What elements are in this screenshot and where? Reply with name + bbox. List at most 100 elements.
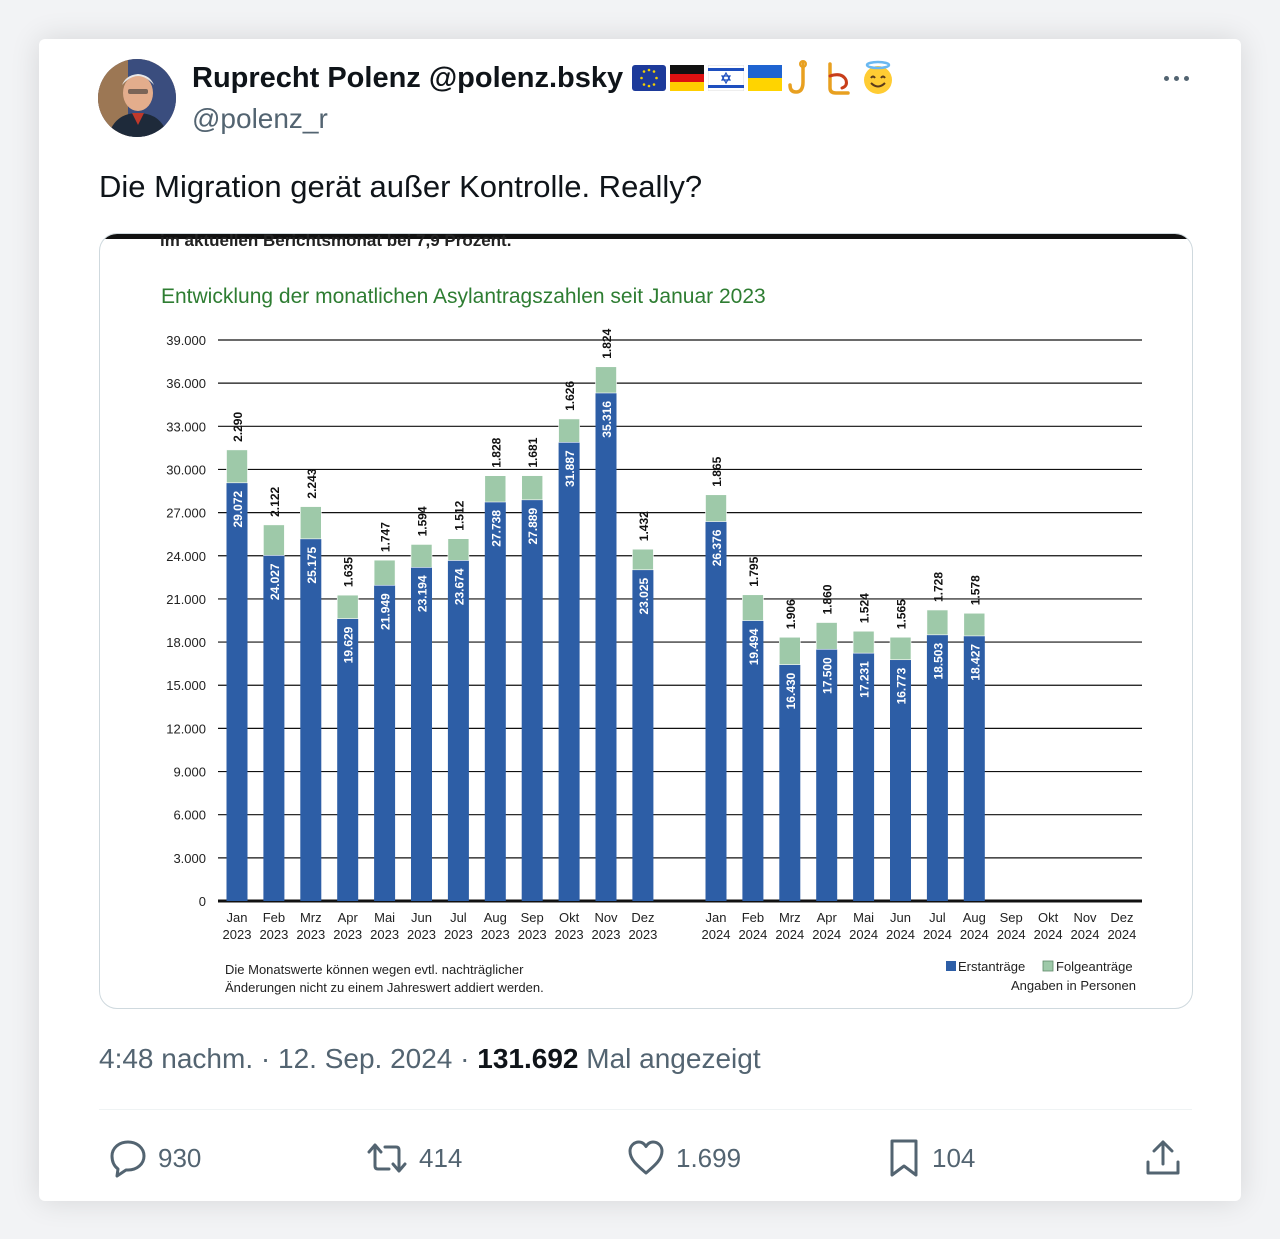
tweet-media-chart[interactable]: im aktuellen Berichtsmonat bei 7,9 Proze… <box>99 233 1193 1009</box>
tweet-text: Die Migration gerät außer Kontrolle. Rea… <box>99 169 703 204</box>
y-tick-label: 39.000 <box>166 333 206 348</box>
x-tick-label-month: Apr <box>338 910 359 925</box>
israel-flag-icon <box>707 64 745 96</box>
data-label-erstantraege: 25.175 <box>305 547 319 584</box>
hook-icon <box>786 59 816 101</box>
x-tick-label-month: Feb <box>742 910 764 925</box>
tweet-time[interactable]: 4:48 nachm. <box>99 1043 254 1074</box>
share-icon <box>1146 1140 1180 1175</box>
tweet-meta: 4:48 nachm. · 12. Sep. 2024 · 131.692 Ma… <box>99 1043 761 1075</box>
data-label-folgeantraege: 1.728 <box>931 572 945 602</box>
y-tick-label: 21.000 <box>166 592 206 607</box>
legend-swatch-erstantraege <box>946 961 956 971</box>
x-tick-label-year: 2024 <box>702 927 731 942</box>
x-tick-label-year: 2024 <box>1071 927 1100 942</box>
author-emoji-row <box>632 59 896 101</box>
data-label-erstantraege: 19.629 <box>342 626 356 663</box>
x-tick-label-year: 2024 <box>1034 927 1063 942</box>
author-handle[interactable]: @polenz_r <box>192 103 328 134</box>
tweet-date[interactable]: 12. Sep. 2024 <box>278 1043 453 1074</box>
repost-button[interactable]: 414 <box>365 1136 462 1180</box>
bar-erstantraege <box>411 567 432 901</box>
view-count: 131.692 <box>477 1043 579 1074</box>
view-count-suffix: Mal angezeigt <box>586 1043 761 1074</box>
smiling-halo-face-icon <box>860 60 896 101</box>
x-tick-label-year: 2024 <box>960 927 989 942</box>
bar-erstantraege <box>521 499 543 901</box>
x-tick-label-year: 2024 <box>775 927 804 942</box>
bar-folgeantraege <box>632 548 654 571</box>
data-label-erstantraege: 35.316 <box>600 401 614 438</box>
x-tick-label-month: Aug <box>963 910 986 925</box>
y-tick-label: 24.000 <box>166 549 206 564</box>
data-label-erstantraege: 29.072 <box>231 490 245 527</box>
share-button[interactable] <box>1143 1136 1183 1180</box>
eu-flag-icon <box>632 64 666 96</box>
data-label-folgeantraege: 1.626 <box>563 381 577 411</box>
bar-erstantraege <box>226 482 248 901</box>
divider <box>99 1109 1192 1110</box>
germany-flag-icon <box>670 64 704 96</box>
x-tick-label-month: Mai <box>853 910 874 925</box>
chart-footnote-line1: Die Monatswerte können wegen evtl. nacht… <box>225 962 524 977</box>
more-options-button[interactable] <box>1156 66 1196 90</box>
x-tick-label-month: Mai <box>374 910 395 925</box>
bar-erstantraege <box>263 555 285 901</box>
y-tick-label: 0 <box>199 894 206 909</box>
x-tick-label-month: Apr <box>817 910 838 925</box>
data-label-folgeantraege: 1.747 <box>379 522 393 552</box>
bar-erstantraege <box>963 635 985 901</box>
x-tick-label-month: Jan <box>227 910 248 925</box>
y-tick-label: 33.000 <box>166 419 206 434</box>
data-label-erstantraege: 31.887 <box>563 450 577 487</box>
reply-count: 930 <box>158 1142 202 1173</box>
data-label-erstantraege: 26.376 <box>710 529 724 566</box>
data-label-folgeantraege: 1.865 <box>710 456 724 486</box>
bar-folgeantraege <box>889 636 912 661</box>
bar-erstantraege <box>558 442 580 901</box>
bar-erstantraege <box>779 664 801 901</box>
bar-folgeantraege <box>705 494 727 522</box>
x-tick-label-year: 2024 <box>886 927 915 942</box>
x-tick-label-month: Dez <box>631 910 654 925</box>
legend-label-erstantraege: Erstanträge <box>958 959 1025 974</box>
bookmark-button[interactable]: 104 <box>886 1136 975 1180</box>
bar-folgeantraege <box>263 524 285 556</box>
bookmark-icon <box>890 1139 918 1177</box>
x-tick-label-month: Jun <box>890 910 911 925</box>
y-tick-label: 15.000 <box>166 678 206 693</box>
x-tick-label-month: Jan <box>706 910 727 925</box>
bar-folgeantraege <box>742 594 764 621</box>
dot-icon <box>1163 75 1169 81</box>
x-tick-label-year: 2023 <box>370 927 399 942</box>
bar-folgeantraege <box>300 506 322 540</box>
x-tick-label-year: 2023 <box>333 927 362 942</box>
bar-folgeantraege <box>963 612 986 637</box>
bar-erstantraege <box>853 653 875 901</box>
reply-button[interactable]: 930 <box>108 1136 201 1180</box>
data-label-folgeantraege: 1.906 <box>784 599 798 629</box>
data-label-folgeantraege: 1.681 <box>526 437 540 467</box>
like-button[interactable]: 1.699 <box>626 1136 741 1180</box>
data-label-folgeantraege: 1.565 <box>895 599 909 629</box>
avatar[interactable] <box>98 59 176 137</box>
dot-icon <box>1183 75 1189 81</box>
data-label-folgeantraege: 2.243 <box>305 468 319 498</box>
data-label-erstantraege: 17.500 <box>821 657 835 694</box>
bar-folgeantraege <box>521 475 544 501</box>
data-label-erstantraege: 16.430 <box>784 672 798 709</box>
x-tick-label-month: Mrz <box>300 910 322 925</box>
data-label-erstantraege: 18.503 <box>931 643 945 680</box>
bar-folgeantraege <box>778 636 801 665</box>
x-tick-label-year: 2023 <box>223 927 252 942</box>
repost-count: 414 <box>419 1142 463 1173</box>
bar-folgeantraege <box>852 630 875 654</box>
data-label-erstantraege: 23.674 <box>452 568 466 605</box>
data-label-erstantraege: 21.949 <box>379 593 393 630</box>
x-tick-label-year: 2023 <box>407 927 436 942</box>
legend-note: Angaben in Personen <box>1011 978 1136 993</box>
data-label-folgeantraege: 1.594 <box>416 506 430 536</box>
x-tick-label-year: 2023 <box>481 927 510 942</box>
author-name[interactable]: Ruprecht Polenz @polenz.bsky <box>192 62 624 94</box>
data-label-folgeantraege: 1.524 <box>858 593 872 623</box>
